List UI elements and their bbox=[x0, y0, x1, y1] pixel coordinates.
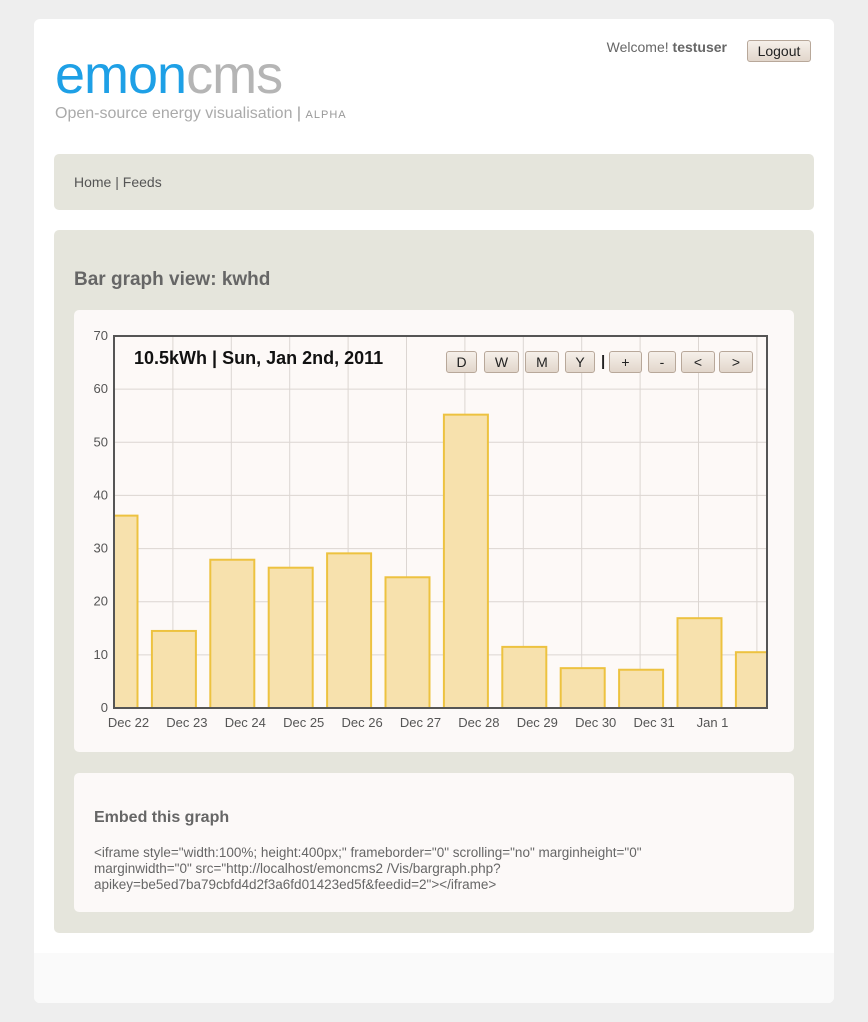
bar bbox=[676, 617, 723, 708]
logo-part-emon: emon bbox=[55, 45, 187, 105]
page-title: Bar graph view: kwhd bbox=[74, 269, 271, 290]
bar bbox=[209, 558, 256, 708]
bar bbox=[267, 566, 314, 708]
x-tick-label: Dec 29 bbox=[517, 715, 558, 730]
bar bbox=[384, 576, 431, 708]
y-tick-label: 10 bbox=[94, 647, 108, 662]
tagline-text: Open-source energy visualisation bbox=[55, 105, 293, 122]
plot-border bbox=[113, 335, 768, 709]
year-view-button[interactable]: Y bbox=[565, 351, 595, 373]
y-tick-label: 40 bbox=[94, 487, 108, 502]
emoncms-logo[interactable]: emoncms bbox=[55, 45, 283, 105]
bar bbox=[442, 413, 489, 708]
zoom-out-button[interactable]: - bbox=[648, 351, 676, 373]
embed-title: Embed this graph bbox=[94, 809, 230, 826]
x-tick-label: Jan 1 bbox=[697, 715, 729, 730]
y-tick-label: 30 bbox=[94, 541, 108, 556]
embed-code-text[interactable]: <iframe style="width:100%; height:400px;… bbox=[94, 845, 642, 892]
month-view-button[interactable]: M bbox=[525, 351, 559, 373]
x-tick-label: Dec 27 bbox=[400, 715, 441, 730]
y-tick-label: 50 bbox=[94, 434, 108, 449]
bar-chart[interactable]: 0 10 20 30 40 50 60 70 Dec 22 Dec 23 Dec 24 Dec 25 D… bbox=[74, 310, 794, 752]
x-tick-label: Dec 28 bbox=[458, 715, 499, 730]
tagline-separator: | bbox=[296, 105, 302, 122]
week-view-button[interactable]: W bbox=[484, 351, 519, 373]
bar-series bbox=[114, 413, 767, 708]
page-container: emoncms Open-source energy visualisation… bbox=[34, 19, 834, 1003]
footer bbox=[34, 953, 834, 1003]
x-tick-label: Dec 30 bbox=[575, 715, 616, 730]
nav-separator: | bbox=[115, 174, 119, 190]
nav-bar: Home | Feeds bbox=[54, 154, 814, 210]
bar bbox=[734, 651, 767, 708]
main-panel: Bar graph view: kwhd 0 10 20 30 40 50 60 70 Dec … bbox=[54, 230, 814, 933]
nav-feeds-link[interactable]: Feeds bbox=[122, 174, 162, 190]
y-tick-label: 0 bbox=[101, 700, 108, 715]
x-tick-label: Dec 24 bbox=[225, 715, 266, 730]
y-tick-label: 20 bbox=[94, 594, 108, 609]
x-tick-label: Dec 23 bbox=[166, 715, 207, 730]
logout-button[interactable]: Logout bbox=[747, 40, 811, 62]
embed-panel: Embed this graph <iframe style="width:10… bbox=[74, 773, 794, 912]
bar bbox=[501, 645, 548, 708]
y-tick-label: 70 bbox=[94, 328, 108, 343]
bar bbox=[326, 552, 373, 708]
breadcrumb: Home | Feeds bbox=[74, 174, 162, 190]
logo-part-cms: cms bbox=[186, 45, 283, 105]
bar bbox=[559, 667, 606, 708]
x-tick-label: Dec 22 bbox=[108, 715, 149, 730]
y-tick-label: 60 bbox=[94, 381, 108, 396]
bar bbox=[150, 629, 197, 708]
welcome-message: Welcome! testuser bbox=[607, 39, 727, 55]
alpha-badge: ALPHA bbox=[305, 109, 347, 121]
pan-left-button[interactable]: < bbox=[681, 351, 715, 373]
x-tick-label: Dec 31 bbox=[633, 715, 674, 730]
nav-home-link[interactable]: Home bbox=[74, 174, 112, 190]
graph-panel: 0 10 20 30 40 50 60 70 Dec 22 Dec 23 Dec 24 Dec 25 D… bbox=[74, 310, 794, 752]
zoom-in-button[interactable]: + bbox=[609, 351, 642, 373]
day-view-button[interactable]: D bbox=[446, 351, 477, 373]
pan-right-button[interactable]: > bbox=[719, 351, 753, 373]
welcome-prefix: Welcome! bbox=[606, 39, 669, 55]
controls-separator: | bbox=[601, 353, 606, 370]
x-tick-label: Dec 26 bbox=[341, 715, 382, 730]
x-tick-label: Dec 25 bbox=[283, 715, 324, 730]
tagline: Open-source energy visualisation | ALPHA bbox=[55, 105, 347, 123]
value-readout: 10.5kWh | Sun, Jan 2nd, 2011 bbox=[134, 348, 384, 368]
bar bbox=[114, 514, 139, 708]
username: testuser bbox=[672, 39, 727, 55]
bar bbox=[618, 668, 665, 708]
